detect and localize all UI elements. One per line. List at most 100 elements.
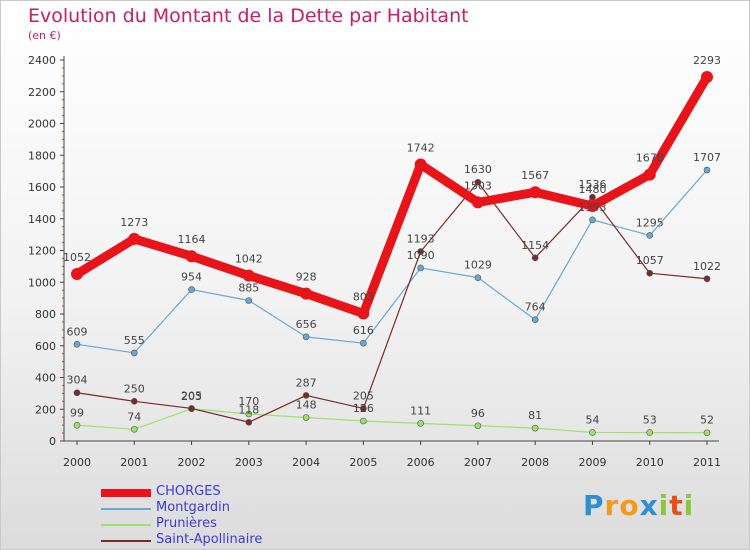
data-label: 205 <box>181 389 202 402</box>
y-tick-label: 600 <box>35 340 56 353</box>
data-label: 1154 <box>521 239 549 252</box>
x-tick-label: 2002 <box>178 456 206 469</box>
x-tick-label: 2009 <box>578 456 606 469</box>
data-point <box>589 429 596 436</box>
logo-letter: P <box>583 489 605 522</box>
data-point <box>703 166 711 174</box>
legend-label: CHORGES <box>156 484 221 499</box>
data-labels: 99 74 203 170 148 126 111 96 81 54 53 52 609 555 954 88… <box>63 54 721 427</box>
logo-letter: i <box>658 489 670 522</box>
data-label: 52 <box>700 414 714 427</box>
axes: 0 200 400 600 800 1000 1200 1400 1600 1800 2000 220… <box>28 54 721 469</box>
y-tick-label: 2400 <box>28 54 56 67</box>
data-point <box>474 178 482 186</box>
data-point <box>130 425 138 433</box>
data-label: 1042 <box>235 253 263 266</box>
data-point <box>73 389 81 397</box>
data-point <box>703 275 711 283</box>
data-label: 764 <box>525 301 546 314</box>
data-label: 2293 <box>693 54 721 67</box>
data-point <box>646 232 654 239</box>
data-point <box>128 232 141 245</box>
data-label: 1022 <box>693 260 721 273</box>
data-point <box>188 286 195 293</box>
y-tick-label: 0 <box>49 435 56 448</box>
data-point <box>302 414 310 421</box>
data-point <box>589 216 596 224</box>
y-tick-label: 1800 <box>28 149 56 162</box>
data-point <box>130 349 138 357</box>
data-point <box>646 269 654 277</box>
data-label: 656 <box>296 318 317 331</box>
legend-label: Montgardin <box>156 500 230 515</box>
series-line-montgardin <box>76 169 708 354</box>
data-label: 126 <box>353 402 374 415</box>
legend-item: Montgardin <box>101 500 361 517</box>
data-label: 170 <box>238 395 259 408</box>
data-point <box>529 186 542 199</box>
legend-label: Prunières <box>156 516 217 531</box>
legend-swatch <box>101 508 151 510</box>
data-label: 1057 <box>636 254 664 267</box>
data-label: 74 <box>127 410 141 423</box>
data-point <box>701 70 713 83</box>
data-point <box>130 398 138 405</box>
x-tick-label: 2003 <box>235 456 263 469</box>
data-point <box>646 429 654 436</box>
data-label: 118 <box>238 403 259 416</box>
data-label: 885 <box>238 282 259 295</box>
data-label: 1480 <box>578 183 606 196</box>
legend-item: CHORGES <box>101 484 361 501</box>
data-point <box>300 287 313 300</box>
data-label: 53 <box>643 414 657 427</box>
data-label: 111 <box>410 404 431 417</box>
y-tick-label: 1400 <box>28 213 56 226</box>
x-tick-label: 2001 <box>120 456 148 469</box>
data-point <box>417 264 424 272</box>
data-label: 250 <box>124 382 145 395</box>
data-point <box>73 421 81 429</box>
data-point <box>302 333 310 341</box>
y-tick-label: 800 <box>35 308 56 321</box>
x-tick-label: 2010 <box>636 456 664 469</box>
data-label: 1273 <box>120 216 148 229</box>
y-tick-label: 2200 <box>28 86 56 99</box>
data-point <box>302 392 310 399</box>
data-point <box>71 267 83 280</box>
data-label: 1164 <box>178 233 206 246</box>
data-label: 616 <box>353 324 374 337</box>
data-label: 54 <box>585 413 599 426</box>
y-tick-label: 2000 <box>28 118 56 131</box>
data-label: 1678 <box>636 152 664 165</box>
legend-item: Prunières <box>101 516 361 533</box>
data-point <box>703 429 711 437</box>
data-point <box>531 316 539 324</box>
data-point <box>414 158 427 171</box>
data-label: 1707 <box>693 151 721 164</box>
data-label: 954 <box>181 271 202 284</box>
series-line-chorges <box>72 72 712 319</box>
data-label: 96 <box>471 407 485 420</box>
data-point <box>417 248 424 255</box>
data-label: 287 <box>296 376 317 389</box>
data-point <box>474 274 482 281</box>
proxiti-logo: Proxiti <box>583 489 694 522</box>
data-label: 1052 <box>63 251 91 264</box>
x-tick-label: 2011 <box>693 456 721 469</box>
legend-swatch <box>101 524 151 526</box>
logo-letter: x <box>639 489 659 522</box>
x-tick-label: 2007 <box>464 456 492 469</box>
series-line-saint-apollinaire <box>76 181 708 423</box>
data-label: 304 <box>67 374 88 387</box>
data-label: 1503 <box>464 179 492 192</box>
data-point <box>360 339 367 347</box>
data-label: 148 <box>296 399 317 412</box>
data-label: 1630 <box>464 163 492 176</box>
data-point <box>245 410 253 418</box>
data-point <box>185 250 198 263</box>
y-tick-label: 1600 <box>28 181 56 194</box>
y-tick-label: 1200 <box>28 245 56 258</box>
data-point <box>188 405 195 412</box>
data-label: 1567 <box>521 169 549 182</box>
